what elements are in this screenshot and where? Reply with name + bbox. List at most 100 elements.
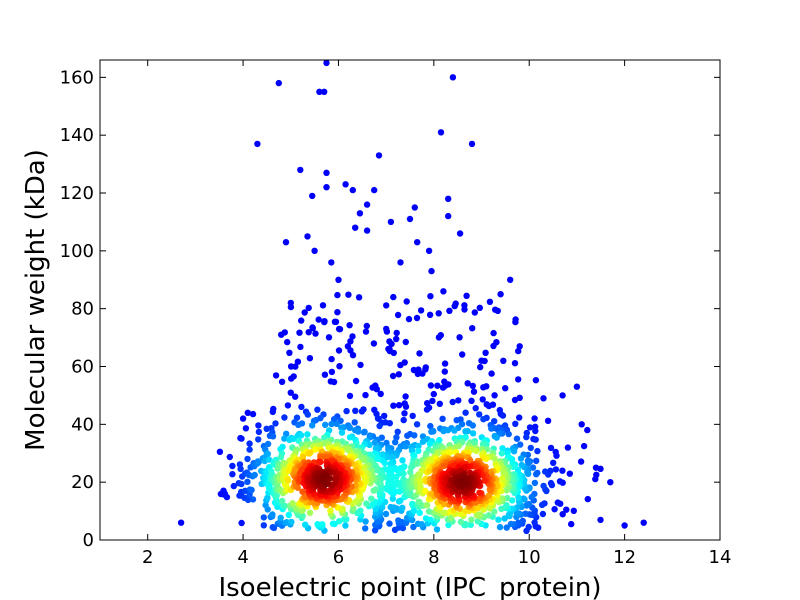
data-point [323,454,330,461]
data-point [349,352,357,359]
data-point [533,457,540,464]
data-point [498,450,505,457]
data-point [270,524,278,532]
data-point [336,363,343,370]
data-point [317,458,324,466]
data-point [553,452,560,459]
data-point [351,419,358,426]
data-point [515,494,522,501]
data-point [343,407,350,415]
data-point [360,429,368,436]
data-point [446,307,453,314]
data-point [476,489,483,496]
data-point [226,453,233,461]
data-point [437,129,445,136]
data-point [434,382,441,389]
data-point [332,476,339,483]
data-point [373,467,381,474]
data-point [415,447,422,455]
data-point [345,291,352,298]
data-point [417,307,425,314]
data-point [244,478,251,485]
data-point [500,357,507,364]
data-point [323,169,330,176]
data-point [319,302,327,309]
data-point [531,415,538,422]
data-point [468,140,476,148]
data-point [292,363,299,370]
data-point [486,486,493,493]
data-point [538,501,546,509]
data-point [530,435,537,443]
data-point [321,318,328,326]
data-point [512,318,519,326]
data-point [284,338,291,346]
data-point [607,479,614,486]
x-tick-label: 8 [428,547,439,568]
data-point [531,479,539,487]
data-point [349,333,356,340]
data-point [423,406,431,413]
data-point [383,328,391,335]
data-point [512,420,519,427]
data-point [439,415,446,422]
data-point [255,459,262,466]
data-point [339,505,346,512]
data-point [584,495,591,503]
data-point [238,480,245,488]
data-point [462,428,469,435]
data-point [230,482,237,490]
data-point [248,486,255,494]
data-point [288,518,295,526]
data-point [430,390,437,398]
data-point [525,523,532,531]
data-point [356,210,364,217]
data-point [430,428,437,435]
data-point [242,425,250,432]
data-point [301,309,308,316]
data-point [299,488,306,495]
data-point [395,517,402,524]
data-point [439,384,447,391]
data-point [264,440,272,448]
data-point [244,496,252,504]
data-point [283,430,290,437]
data-point [426,467,433,474]
data-point [311,247,318,254]
data-point [283,519,290,526]
data-point [488,370,495,377]
data-point [509,497,516,504]
data-point [451,302,458,310]
data-point [287,303,295,311]
data-point [402,403,410,410]
data-point [456,230,464,237]
data-point [444,427,452,434]
data-point [306,355,314,362]
data-point [456,334,463,341]
y-axis-label: Molecular weight (kDa) [21,149,51,451]
data-point [597,516,604,524]
data-point [393,335,400,343]
data-point [405,315,413,323]
data-point [346,434,354,441]
data-point [516,343,523,350]
data-point [441,360,449,367]
data-point [229,462,236,470]
data-point [499,445,506,452]
data-point [440,288,447,295]
data-point [397,497,404,504]
data-point [393,434,400,441]
data-point [399,524,407,532]
data-point [362,518,369,525]
y-tick-label: 20 [71,472,94,493]
data-point [332,318,340,325]
data-point [323,184,330,191]
data-point [346,424,353,431]
data-point [390,349,397,357]
data-point [390,293,397,301]
data-point [468,516,475,523]
data-point [480,416,487,423]
data-point [406,215,414,223]
